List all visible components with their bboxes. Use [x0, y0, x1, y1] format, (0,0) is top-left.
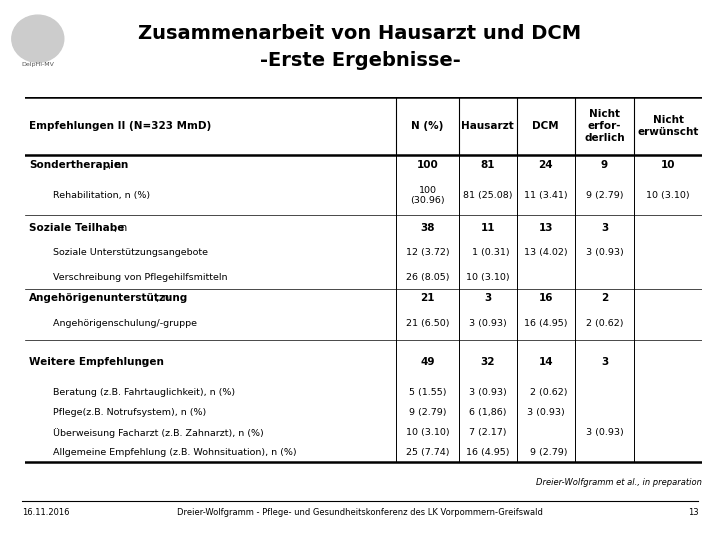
Text: 21: 21: [420, 293, 435, 303]
Text: 3 (0.93): 3 (0.93): [469, 319, 507, 328]
Text: 3 (0.93): 3 (0.93): [585, 428, 624, 437]
Text: 49: 49: [420, 356, 435, 367]
Text: Angehörigenunterstützung: Angehörigenunterstützung: [30, 293, 189, 303]
Text: 13 (4.02): 13 (4.02): [524, 248, 567, 258]
Text: 3 (0.93): 3 (0.93): [469, 388, 507, 397]
Text: 100
(30.96): 100 (30.96): [410, 186, 445, 205]
Text: Soziale Unterstützungsangebote: Soziale Unterstützungsangebote: [30, 248, 208, 258]
Text: 26 (8.05): 26 (8.05): [406, 273, 449, 282]
Text: Verschreibung von Pflegehilfsmitteln: Verschreibung von Pflegehilfsmitteln: [30, 273, 228, 282]
Text: Zusammenarbeit von Hausarzt und DCM: Zusammenarbeit von Hausarzt und DCM: [138, 24, 582, 43]
Text: 3 (0.93): 3 (0.93): [527, 408, 564, 417]
Text: 16.11.2016: 16.11.2016: [22, 508, 69, 517]
Circle shape: [12, 15, 64, 62]
Text: Pflege(z.B. Notrufsystem), n (%): Pflege(z.B. Notrufsystem), n (%): [30, 408, 207, 417]
Text: 25 (7.74): 25 (7.74): [406, 448, 449, 457]
Text: 21 (6.50): 21 (6.50): [406, 319, 449, 328]
Text: Allgemeine Empfehlung (z.B. Wohnsituation), n (%): Allgemeine Empfehlung (z.B. Wohnsituatio…: [30, 448, 297, 457]
Text: 9 (2.79): 9 (2.79): [409, 408, 446, 417]
Text: N (%): N (%): [411, 121, 444, 131]
Text: 13: 13: [688, 508, 698, 517]
Text: 32: 32: [480, 356, 495, 367]
Text: 6 (1,86): 6 (1,86): [469, 408, 507, 417]
Text: 100: 100: [417, 160, 438, 171]
Text: 9 (2.79): 9 (2.79): [524, 448, 567, 457]
Text: Nicht
erfor-
derlich: Nicht erfor- derlich: [584, 110, 625, 143]
Text: 16 (4.95): 16 (4.95): [466, 448, 510, 457]
Text: -Erste Ergebnisse-: -Erste Ergebnisse-: [260, 51, 460, 70]
Text: 10 (3.10): 10 (3.10): [406, 428, 449, 437]
Text: Dreier-Wolfgramm et al., in preparation: Dreier-Wolfgramm et al., in preparation: [536, 478, 702, 487]
Text: Dreier-Wolfgramm - Pflege- und Gesundheitskonferenz des LK Vorpommern-Greifswald: Dreier-Wolfgramm - Pflege- und Gesundhei…: [177, 508, 543, 517]
Text: Soziale Teilhabe: Soziale Teilhabe: [30, 223, 125, 233]
Text: 16: 16: [539, 293, 553, 303]
Text: Sondertherapien: Sondertherapien: [30, 160, 128, 171]
Text: , n: , n: [109, 160, 122, 171]
Text: DCM: DCM: [532, 121, 559, 131]
Text: 24: 24: [539, 160, 553, 171]
Text: 13: 13: [539, 223, 553, 233]
Text: 5 (1.55): 5 (1.55): [409, 388, 446, 397]
Text: 12 (3.72): 12 (3.72): [406, 248, 449, 258]
Text: 7 (2.17): 7 (2.17): [469, 428, 507, 437]
Text: 3 (0.93): 3 (0.93): [585, 248, 624, 258]
Text: 11: 11: [480, 223, 495, 233]
Text: 10: 10: [661, 160, 675, 171]
Text: 9 (2.79): 9 (2.79): [586, 191, 624, 200]
Text: Weitere Empfehlungen: Weitere Empfehlungen: [30, 356, 164, 367]
Text: 1 (0.31): 1 (0.31): [466, 248, 510, 258]
Text: Rehabilitation, n (%): Rehabilitation, n (%): [30, 191, 150, 200]
Text: , n: , n: [156, 293, 169, 303]
Text: , n: , n: [135, 356, 148, 367]
Text: , n: , n: [114, 223, 127, 233]
Text: 3: 3: [601, 356, 608, 367]
Text: DelpHi-MV: DelpHi-MV: [22, 62, 54, 66]
Text: 10 (3.10): 10 (3.10): [466, 273, 510, 282]
Text: 2: 2: [601, 293, 608, 303]
Text: 9: 9: [601, 160, 608, 171]
Text: 16 (4.95): 16 (4.95): [524, 319, 567, 328]
Text: Angehörigenschulung/-gruppe: Angehörigenschulung/-gruppe: [30, 319, 197, 328]
Text: Überweisung Facharzt (z.B. Zahnarzt), n (%): Überweisung Facharzt (z.B. Zahnarzt), n …: [30, 428, 264, 437]
Text: 38: 38: [420, 223, 435, 233]
Text: 3: 3: [484, 293, 492, 303]
Text: Nicht
erwünscht: Nicht erwünscht: [637, 115, 699, 137]
Text: 81 (25.08): 81 (25.08): [463, 191, 513, 200]
Text: 3: 3: [601, 223, 608, 233]
Text: 81: 81: [480, 160, 495, 171]
Text: Beratung (z.B. Fahrtauglichkeit), n (%): Beratung (z.B. Fahrtauglichkeit), n (%): [30, 388, 235, 397]
Text: 2 (0.62): 2 (0.62): [524, 388, 567, 397]
Text: 2 (0.62): 2 (0.62): [586, 319, 624, 328]
Text: 14: 14: [539, 356, 553, 367]
Text: Empfehlungen II (N=323 MmD): Empfehlungen II (N=323 MmD): [30, 121, 212, 131]
Text: 11 (3.41): 11 (3.41): [524, 191, 567, 200]
Text: 10 (3.10): 10 (3.10): [647, 191, 690, 200]
Text: Hausarzt: Hausarzt: [462, 121, 514, 131]
